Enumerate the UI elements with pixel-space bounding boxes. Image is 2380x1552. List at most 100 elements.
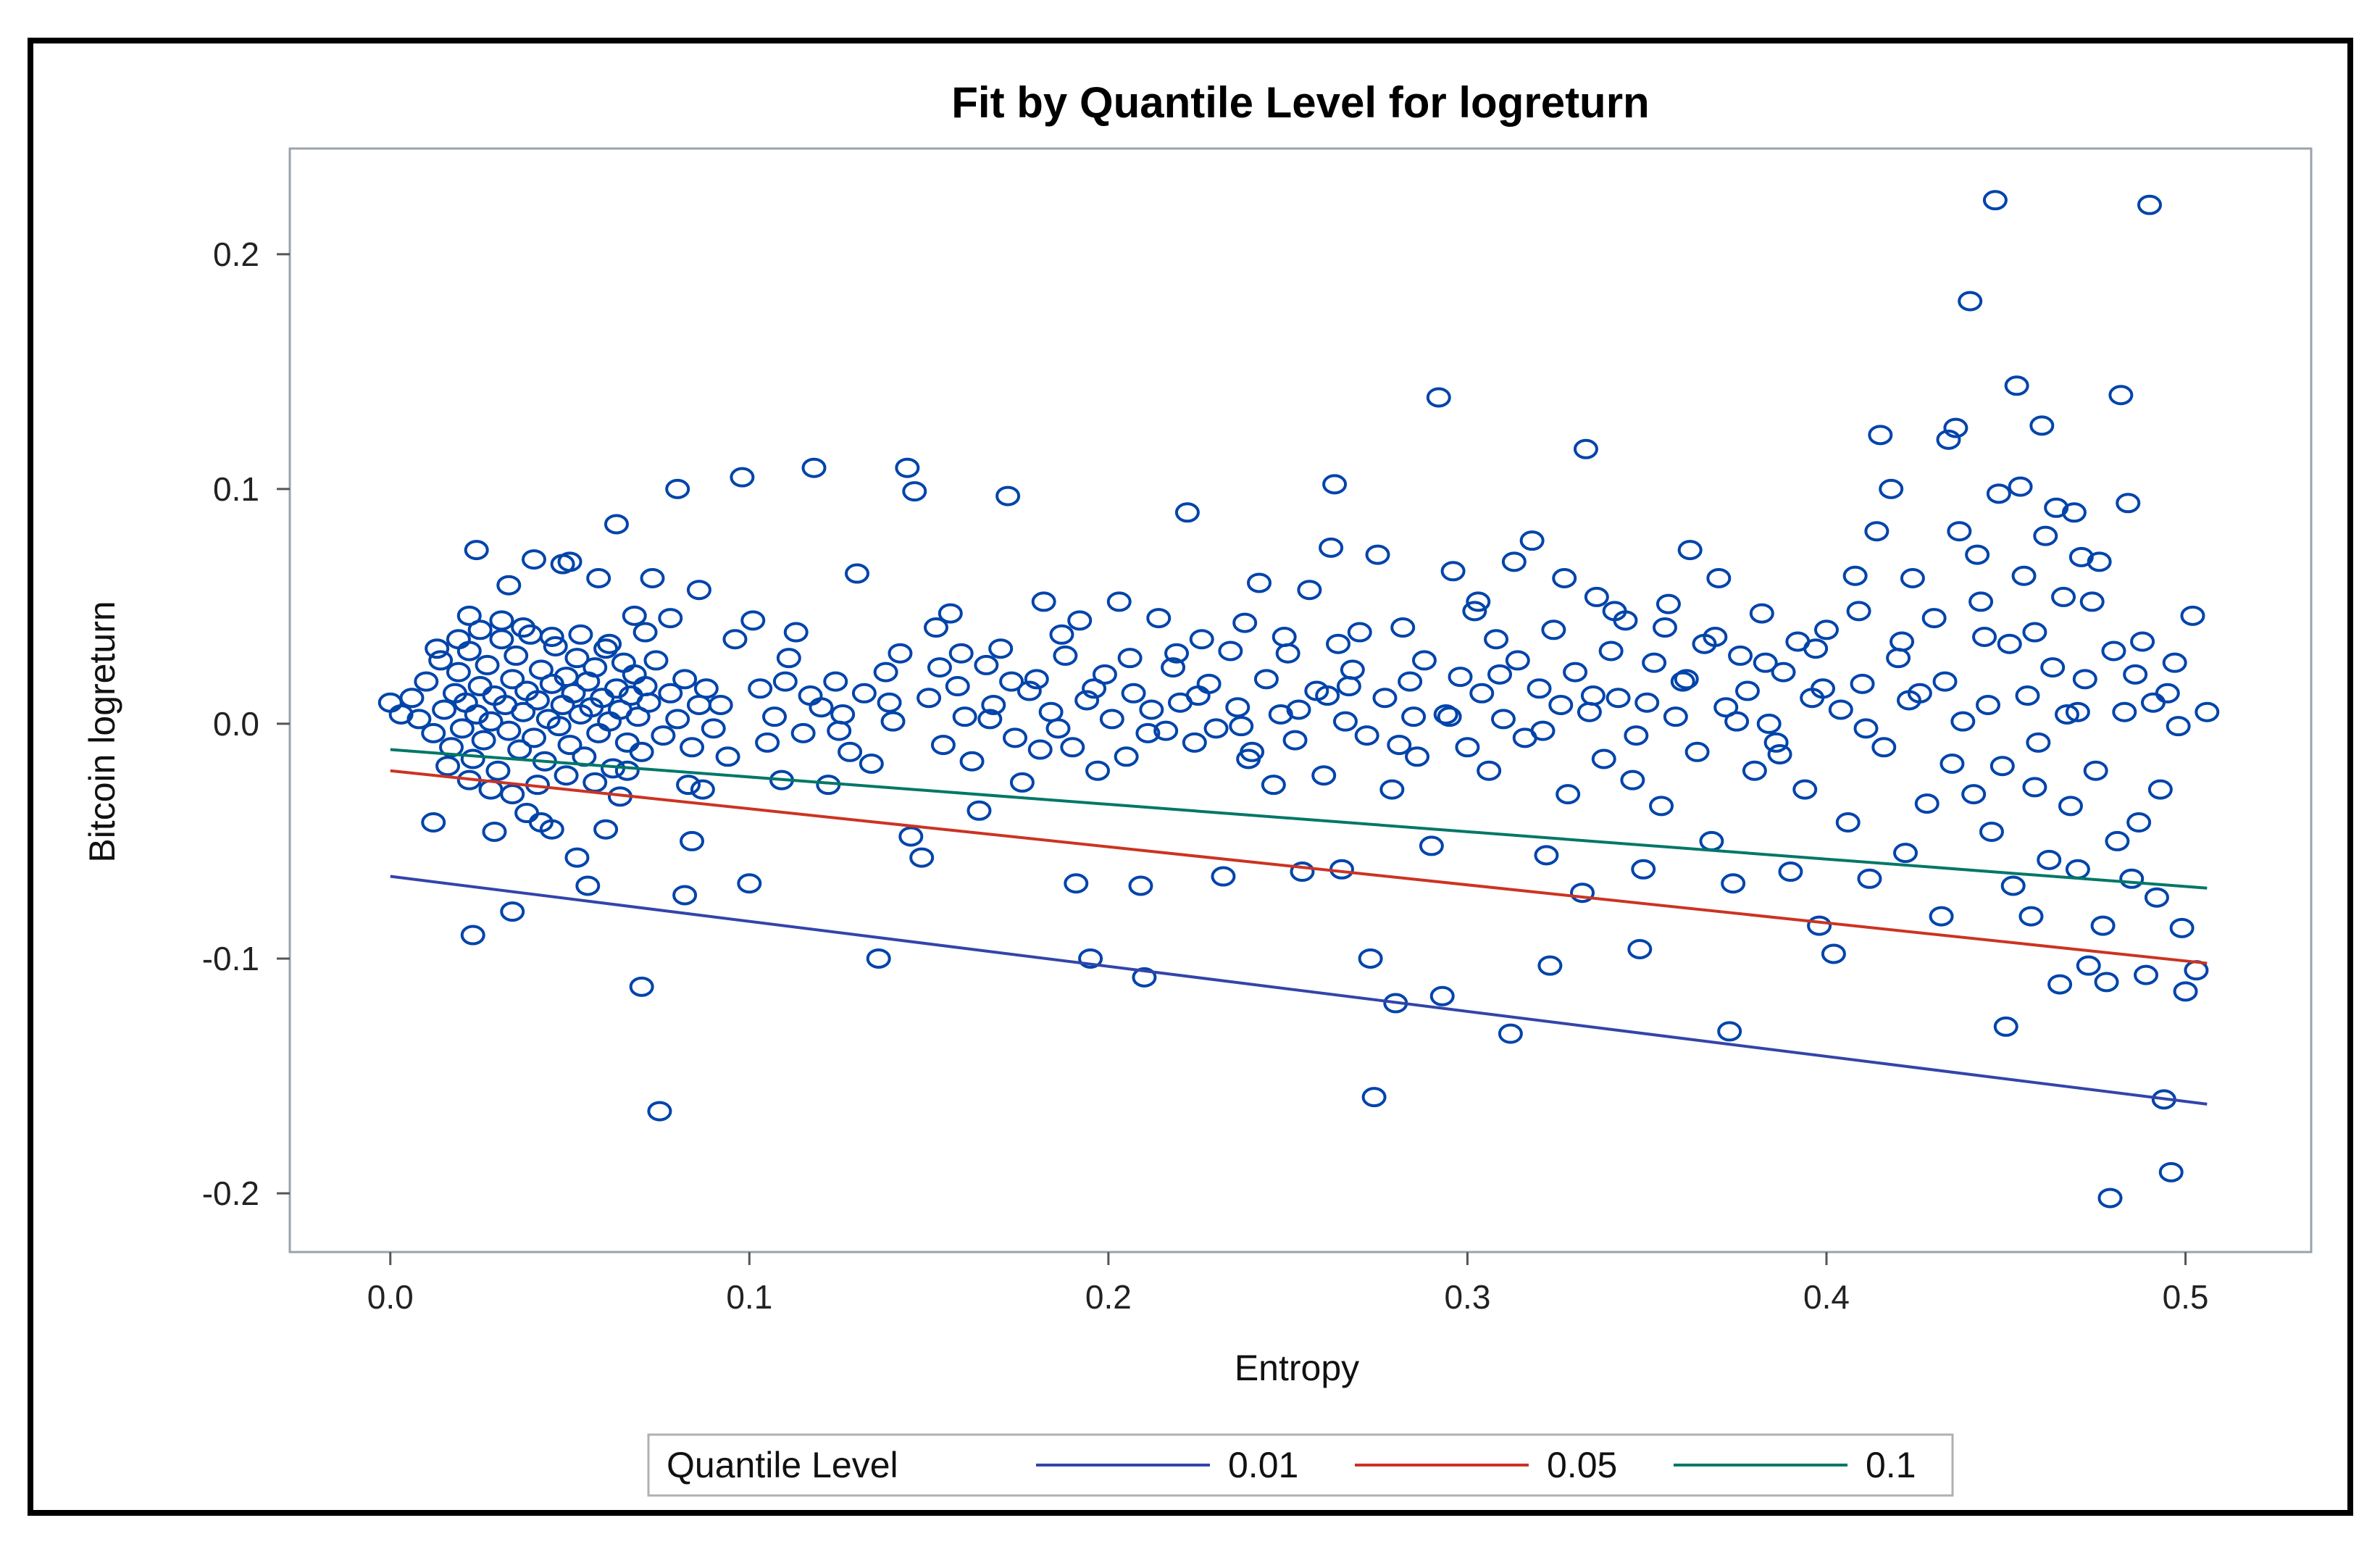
data-point: [489, 610, 514, 631]
data-point: [1929, 906, 1954, 927]
data-point: [1936, 429, 1961, 450]
data-point: [823, 671, 848, 692]
data-point: [1361, 1087, 1387, 1108]
data-point: [1067, 610, 1093, 631]
data-point: [1286, 699, 1311, 720]
data-point: [1850, 673, 1875, 694]
data-point: [614, 760, 640, 781]
data-point: [435, 756, 461, 777]
data-point: [927, 657, 952, 678]
data-point: [1315, 685, 1340, 706]
data-point: [1297, 580, 1322, 601]
data-point: [2134, 964, 2159, 985]
data-point: [1813, 619, 1839, 641]
data-point: [1771, 662, 1796, 683]
data-point: [1016, 680, 1042, 701]
data-point: [2079, 591, 2105, 612]
data-point: [1548, 694, 1574, 715]
data-point: [1886, 648, 1911, 669]
data-point: [1713, 697, 1739, 718]
data-point: [489, 629, 514, 650]
data-point: [1857, 868, 1882, 889]
data-point: [1624, 725, 1649, 746]
data-point: [1405, 746, 1430, 767]
data-point: [1552, 567, 1577, 588]
data-point: [2065, 701, 2090, 722]
data-point: [1914, 793, 1940, 814]
data-point: [1282, 730, 1308, 751]
data-point: [2026, 732, 2051, 753]
data-point: [1947, 521, 1972, 542]
data-point: [2087, 551, 2112, 572]
data-point: [500, 669, 525, 690]
data-point: [2195, 701, 2220, 722]
data-point: [583, 657, 608, 678]
data-point: [2055, 704, 2080, 725]
data-point: [543, 635, 568, 656]
data-point: [693, 678, 719, 699]
data-point: [1642, 652, 1667, 673]
data-point: [1932, 671, 1958, 692]
data-point: [399, 688, 425, 709]
data-point: [2140, 692, 2166, 713]
y-tick-label: 0.0: [213, 705, 259, 743]
data-point: [414, 671, 439, 692]
data-point: [1792, 779, 1818, 800]
data-point: [1128, 875, 1153, 896]
data-point: [622, 664, 647, 685]
data-point: [432, 699, 457, 720]
data-point: [521, 727, 546, 748]
data-point: [909, 847, 935, 868]
data-point: [475, 654, 500, 675]
data-point: [1853, 718, 1879, 739]
data-point: [539, 819, 564, 840]
data-point: [629, 976, 654, 997]
data-point: [722, 629, 748, 650]
data-point: [1986, 483, 2011, 504]
data-point: [1185, 685, 1211, 706]
data-point: [1319, 537, 1344, 558]
data-point: [1203, 718, 1229, 739]
data-point: [730, 467, 755, 488]
data-point: [877, 692, 902, 713]
data-point: [2126, 812, 2152, 833]
data-point: [1742, 760, 1767, 781]
data-point: [575, 875, 601, 896]
legend-entries: 0.01 0.05 0.1: [1036, 1445, 1916, 1485]
data-point: [1734, 680, 1760, 701]
data-point: [686, 580, 711, 601]
data-point: [2022, 622, 2047, 643]
data-point: [1649, 796, 1674, 817]
data-point: [1961, 784, 1987, 805]
data-point: [1537, 955, 1563, 976]
data-point: [1958, 291, 1983, 312]
data-point: [1606, 688, 1631, 709]
data-point: [2037, 849, 2062, 870]
data-point: [680, 737, 705, 758]
data-point: [640, 567, 665, 588]
data-point: [439, 737, 464, 758]
quantile-lines: [390, 748, 2208, 1106]
x-tick-label: 0.1: [726, 1278, 772, 1316]
data-point: [464, 540, 489, 561]
data-point: [1253, 669, 1279, 690]
data-point: [1620, 769, 1645, 790]
data-point: [1099, 709, 1124, 730]
data-point: [377, 692, 403, 713]
data-point: [827, 720, 852, 741]
data-point: [2162, 652, 2187, 673]
data-point: [406, 709, 432, 730]
data-point: [1724, 711, 1750, 732]
data-point: [1663, 706, 1688, 727]
data-point: [2068, 546, 2094, 567]
chart-title: Fit by Quantile Level for logreturn: [951, 78, 1649, 127]
data-point: [1092, 664, 1117, 685]
data-point: [467, 619, 493, 641]
quantile-line-0.1: [390, 748, 2208, 890]
data-point: [830, 704, 856, 725]
data-point: [583, 772, 608, 793]
data-point: [1598, 641, 1624, 662]
x-tick-label: 0.5: [2163, 1278, 2209, 1316]
data-point: [1890, 631, 1915, 652]
data-point: [1390, 617, 1416, 638]
